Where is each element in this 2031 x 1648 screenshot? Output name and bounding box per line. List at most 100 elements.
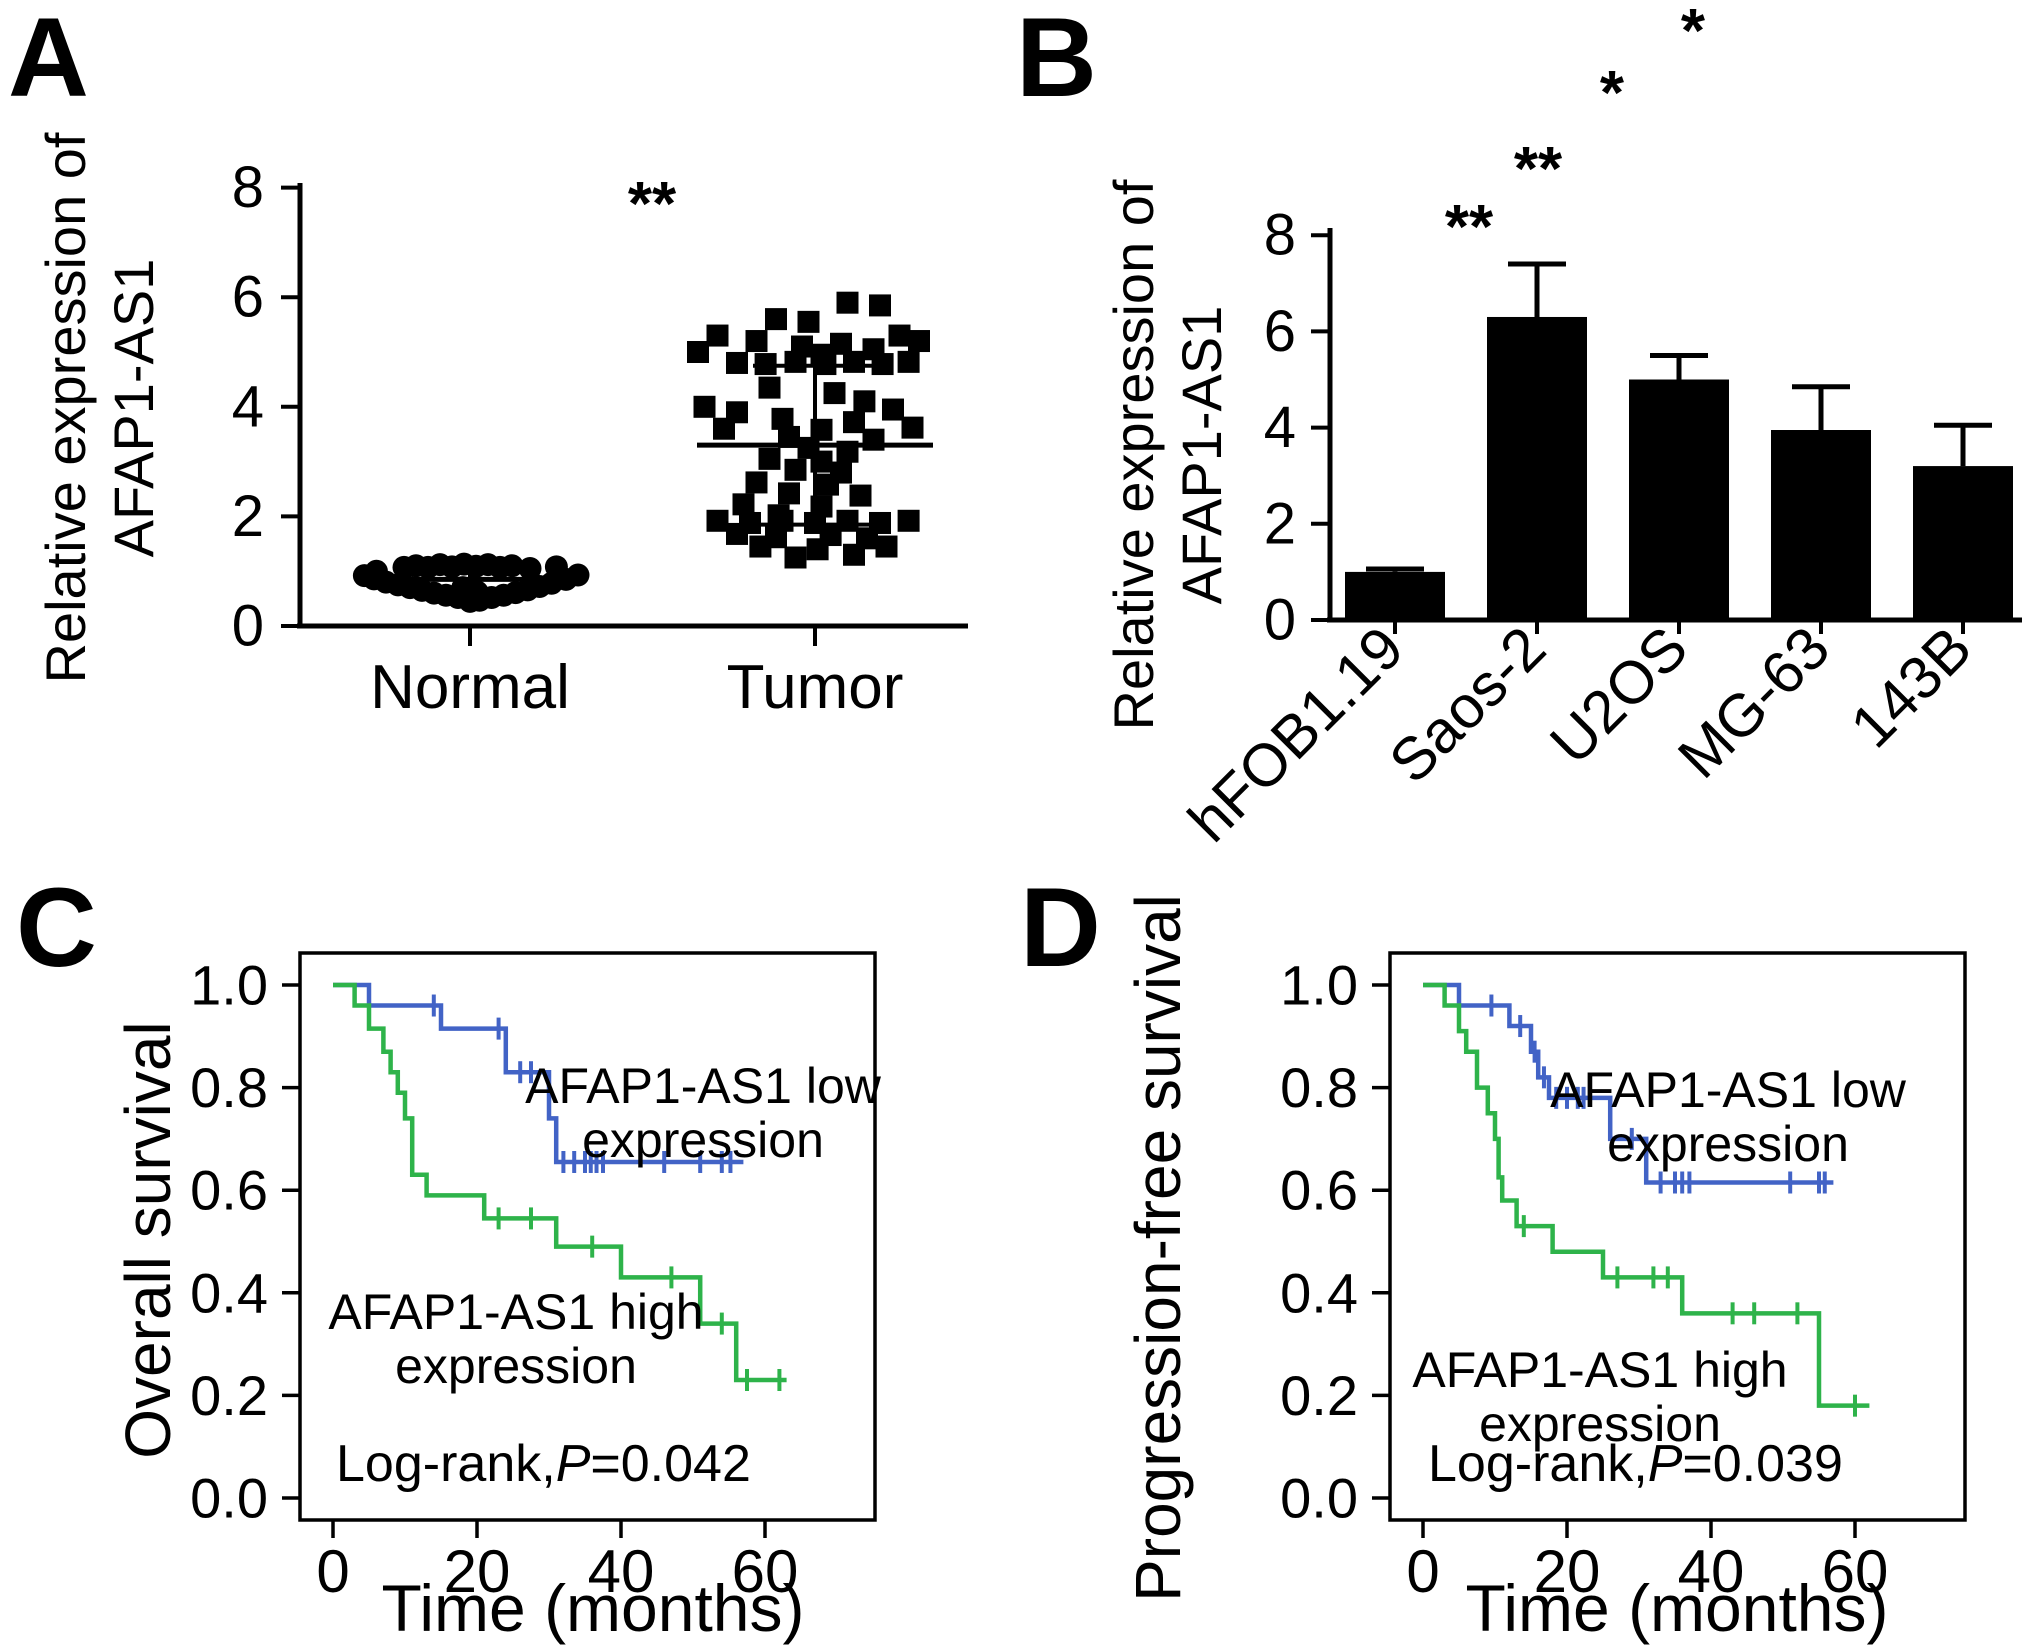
- y-tick-label: 0.6: [190, 1159, 268, 1222]
- data-point-square: [843, 411, 865, 434]
- x-tick-label: 40: [588, 1538, 655, 1605]
- panel-c-low-label-line2: expression: [582, 1112, 824, 1168]
- panel-b-ylabel-line1: Relative expression of: [1102, 179, 1165, 731]
- y-tick-label: 2: [1264, 491, 1296, 556]
- y-tick-label: 0.6: [1280, 1159, 1358, 1222]
- panel-b-sig-143b: *: [1680, 0, 1706, 66]
- panel-a-label: A: [8, 0, 89, 120]
- panel-a-ylabel-line2: AFAP1-AS1: [102, 258, 165, 558]
- data-point-square: [687, 341, 709, 363]
- data-point-square: [882, 398, 904, 421]
- km-curve: [333, 982, 744, 1165]
- panel-a-plot: 0 2 4 6 8 Normal Tumor: [232, 155, 968, 722]
- data-point-square: [823, 382, 846, 405]
- y-tick-label: 0.4: [1280, 1261, 1358, 1324]
- bar-mg-63: [1771, 430, 1871, 620]
- data-point-square: [726, 351, 748, 374]
- panel-d-logrank-prefix: Log-rank,: [1428, 1435, 1648, 1493]
- km-curve: [1423, 982, 1870, 1408]
- y-tick-label: 0.2: [190, 1364, 268, 1427]
- data-point-square: [843, 350, 865, 373]
- plot-frame: [1388, 951, 1967, 1522]
- panel-c-label: C: [16, 865, 97, 990]
- data-point-square: [726, 522, 748, 545]
- panel-d-xlabel: Time (months): [1465, 1571, 1889, 1645]
- y-tick-label: 0.8: [190, 1056, 268, 1119]
- data-point-square: [853, 390, 876, 413]
- data-point-square: [765, 308, 787, 331]
- panel-d-logrank-value: =0.039: [1682, 1435, 1843, 1493]
- data-point-square: [758, 376, 781, 399]
- panel-c-logrank-value: =0.042: [590, 1435, 751, 1493]
- y-tick-label: 4: [232, 374, 264, 439]
- y-tick-label: 6: [1264, 299, 1296, 364]
- panel-c-ylabel: Overall survival: [112, 1021, 184, 1459]
- panel-d-low-label-line2: expression: [1607, 1116, 1849, 1172]
- data-point-square: [817, 473, 839, 496]
- y-tick-label: 0.0: [190, 1467, 268, 1530]
- km-curve: [1423, 982, 1834, 1185]
- data-point-square: [871, 353, 894, 376]
- data-point-square: [806, 538, 829, 561]
- category-label-rotated: 143B: [1838, 614, 1984, 760]
- category-label-tumor: Tumor: [727, 653, 904, 722]
- plot-frame: [298, 951, 877, 1522]
- x-tick-label: 0: [1406, 1538, 1439, 1605]
- data-point-square: [897, 509, 920, 532]
- x-tick-label: 20: [444, 1538, 511, 1605]
- x-tick-label: 60: [732, 1538, 799, 1605]
- data-point-square: [758, 447, 781, 470]
- data-point-square: [901, 416, 924, 439]
- panel-d-logrank-p: P: [1647, 1435, 1683, 1493]
- data-point-square: [843, 543, 865, 566]
- data-point-square: [849, 484, 872, 507]
- y-tick-label: 0: [232, 594, 264, 659]
- panel-a-ylabel-line1: Relative expression of: [34, 132, 97, 684]
- data-point-square: [797, 310, 820, 333]
- data-point-square: [888, 324, 911, 347]
- panel-b-ylabel-line2: AFAP1-AS1: [1170, 305, 1233, 605]
- data-point-square: [784, 458, 807, 481]
- panel-a-significance: **: [627, 170, 677, 239]
- panel-c-logrank-prefix: Log-rank,: [336, 1435, 556, 1493]
- data-point-square: [745, 471, 768, 494]
- data-point-square: [749, 535, 772, 558]
- panel-d-label: D: [1020, 865, 1101, 990]
- category-label-rotated: MG-63: [1665, 614, 1842, 791]
- panel-c-logrank: Log-rank,P=0.042: [336, 1438, 751, 1490]
- panel-b-sig-u2os: **: [1513, 135, 1563, 204]
- panel-c-xlabel: Time (months): [381, 1571, 805, 1645]
- y-tick-label: 0: [1264, 588, 1296, 653]
- x-tick-label: 0: [316, 1538, 349, 1605]
- data-point-square: [706, 324, 729, 347]
- panel-d-ylabel: Progression-free survival: [1122, 894, 1194, 1602]
- panel-d-high-label-line1: AFAP1-AS1 high: [1412, 1342, 1788, 1398]
- bar-saos-2: [1487, 316, 1587, 620]
- y-tick-label: 0.4: [190, 1261, 268, 1324]
- panel-d-high-label-line2: expression: [1479, 1396, 1721, 1452]
- panel-c-low-label-line1: AFAP1-AS1 low: [525, 1058, 881, 1114]
- bar-u2os: [1629, 379, 1729, 620]
- data-point-square: [784, 546, 807, 569]
- panel-c-high-label-line1: AFAP1-AS1 high: [328, 1284, 704, 1340]
- data-point-square: [745, 330, 768, 353]
- y-tick-label: 0.0: [1280, 1467, 1358, 1530]
- y-tick-label: 0.2: [1280, 1364, 1358, 1427]
- panel-b-label: B: [1016, 0, 1097, 120]
- data-point-square: [875, 535, 898, 558]
- data-point-square: [869, 294, 891, 317]
- data-point-square: [732, 493, 755, 516]
- y-tick-label: 8: [1264, 203, 1296, 268]
- panel-d-logrank: Log-rank,P=0.039: [1428, 1438, 1843, 1490]
- panel-b-sig-saos2: **: [1444, 193, 1494, 262]
- data-point-circle: [518, 556, 542, 580]
- panel-c-high-label-line2: expression: [395, 1338, 637, 1394]
- data-point-square: [778, 482, 800, 505]
- panel-b-sig-mg63: *: [1599, 59, 1625, 128]
- bar-143b: [1913, 466, 2013, 620]
- panel-c-plot: 0.0 0.2 0.4 0.6 0.8 1.0 0 20 40 60: [190, 951, 877, 1605]
- x-tick-label: 60: [1822, 1538, 1889, 1605]
